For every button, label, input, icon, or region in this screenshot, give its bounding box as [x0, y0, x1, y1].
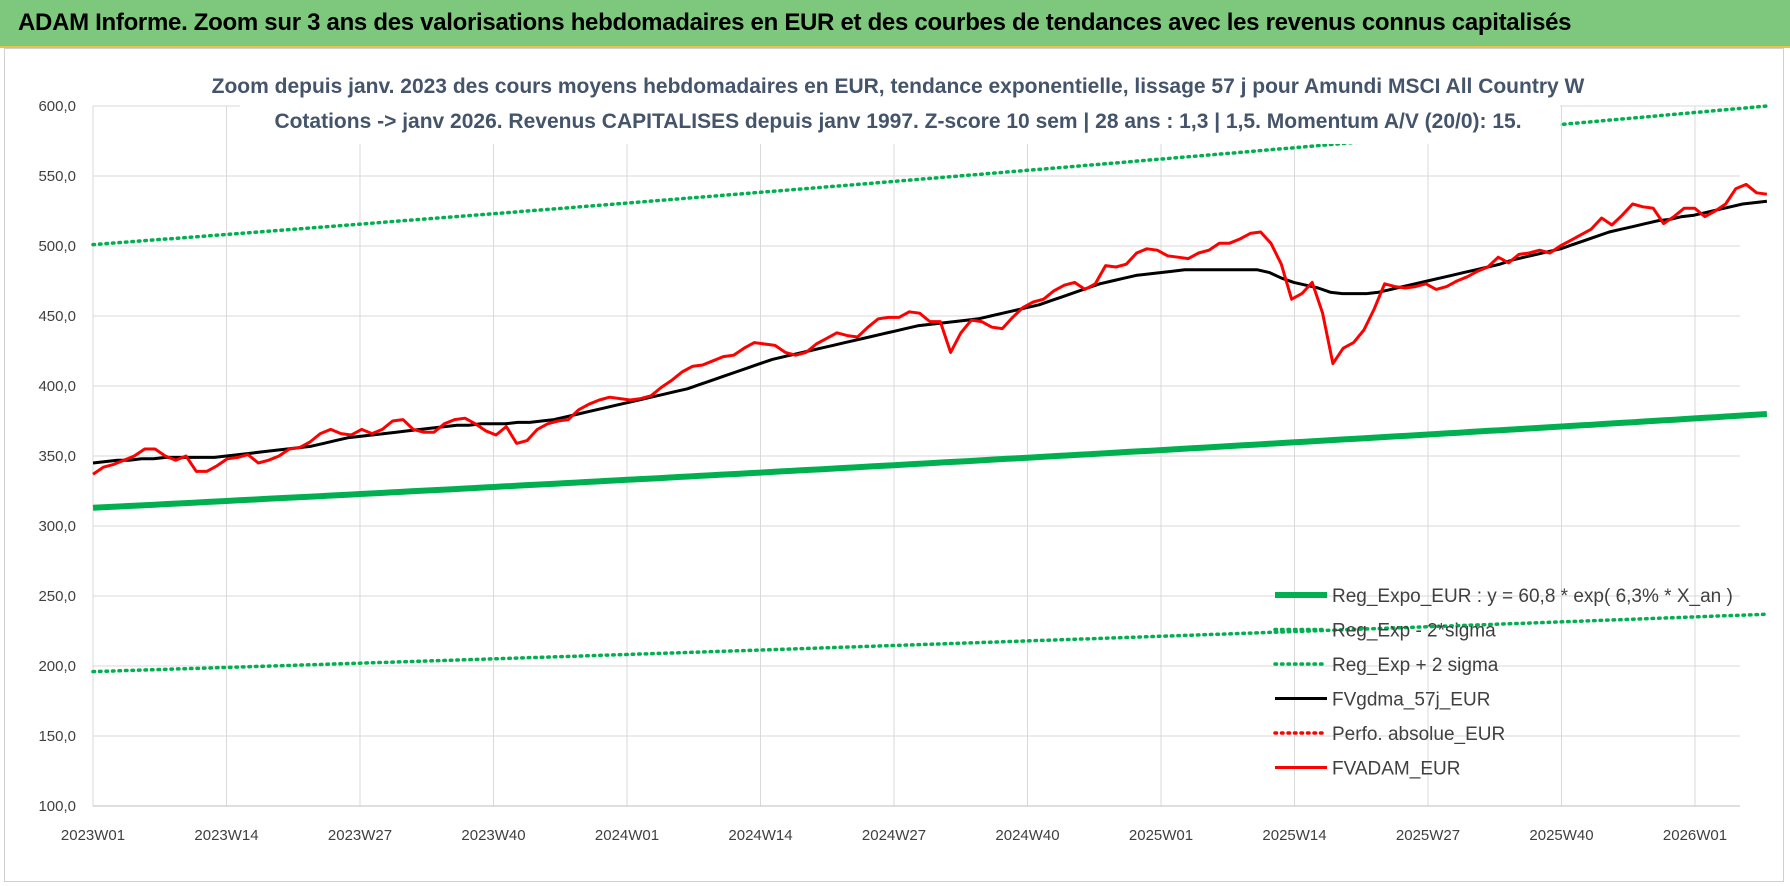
legend-entry-label: Reg_Exp - 2*sigma [1332, 621, 1496, 642]
x-tick-label: 2025W01 [1129, 827, 1193, 844]
chart-frame [4, 48, 1784, 882]
y-tick-label: 200,0 [38, 658, 76, 675]
y-tick-label: 350,0 [38, 448, 76, 465]
x-tick-label: 2023W14 [194, 827, 258, 844]
x-tick-label: 2025W27 [1396, 827, 1460, 844]
y-tick-label: 400,0 [38, 378, 76, 395]
x-tick-label: 2024W01 [595, 827, 659, 844]
x-tick-label: 2023W40 [461, 827, 525, 844]
series-line-3 [92, 199, 1768, 465]
series-layer [91, 104, 1769, 674]
chart-title-line-2: Cotations -> janv 2026. Revenus CAPITALI… [274, 110, 1521, 133]
y-tick-label: 300,0 [38, 518, 76, 535]
x-tick-label: 2023W01 [61, 827, 125, 844]
x-tick-label: 2025W40 [1529, 827, 1593, 844]
y-tick-label: 600,0 [38, 98, 76, 115]
legend-entry-label: FVADAM_EUR [1332, 759, 1460, 780]
legend[interactable]: Reg_Expo_EUR : y = 60,8 * exp( 6,3% * X_… [1273, 586, 1733, 780]
x-tick-label: 2024W27 [862, 827, 926, 844]
series-line-5 [92, 182, 1768, 476]
y-tick-label: 100,0 [38, 798, 76, 815]
y-axis: 100,0 150,0 200,0 250,0 300,0 350,0 400,0 450,0… [38, 98, 76, 815]
report-title: ADAM Informe. Zoom sur 3 ans des valoris… [18, 9, 1572, 36]
chart-title-line-1: Zoom depuis janv. 2023 des cours moyens … [212, 75, 1585, 98]
y-tick-label: 550,0 [38, 168, 76, 185]
x-tick-label: 2026W01 [1663, 827, 1727, 844]
gridlines [92, 105, 1740, 807]
chart-title-background [240, 66, 1560, 144]
legend-entry-label: Reg_Exp + 2 sigma [1332, 655, 1499, 676]
legend-entry-label: Reg_Expo_EUR : y = 60,8 * exp( 6,3% * X_… [1332, 586, 1733, 607]
chart-title-box: Zoom depuis janv. 2023 des cours moyens … [212, 66, 1585, 144]
series-line-0 [92, 411, 1768, 511]
x-tick-label: 2024W40 [995, 827, 1059, 844]
legend-entry-label: Perfo. absolue_EUR [1332, 724, 1505, 745]
y-tick-label: 150,0 [38, 728, 76, 745]
y-tick-label: 250,0 [38, 588, 76, 605]
x-tick-label: 2024W14 [728, 827, 792, 844]
y-tick-label: 450,0 [38, 308, 76, 325]
x-axis: 2023W01 2023W14 2023W27 2023W40 2024W01 2024W… [61, 805, 1740, 844]
x-tick-label: 2025W14 [1262, 827, 1326, 844]
legend-entry-label: FVgdma_57j_EUR [1332, 690, 1490, 711]
x-tick-label: 2023W27 [328, 827, 392, 844]
series-line-1 [91, 612, 1769, 674]
report-banner: ADAM Informe. Zoom sur 3 ans des valoris… [0, 0, 1790, 48]
y-tick-label: 500,0 [38, 238, 76, 255]
